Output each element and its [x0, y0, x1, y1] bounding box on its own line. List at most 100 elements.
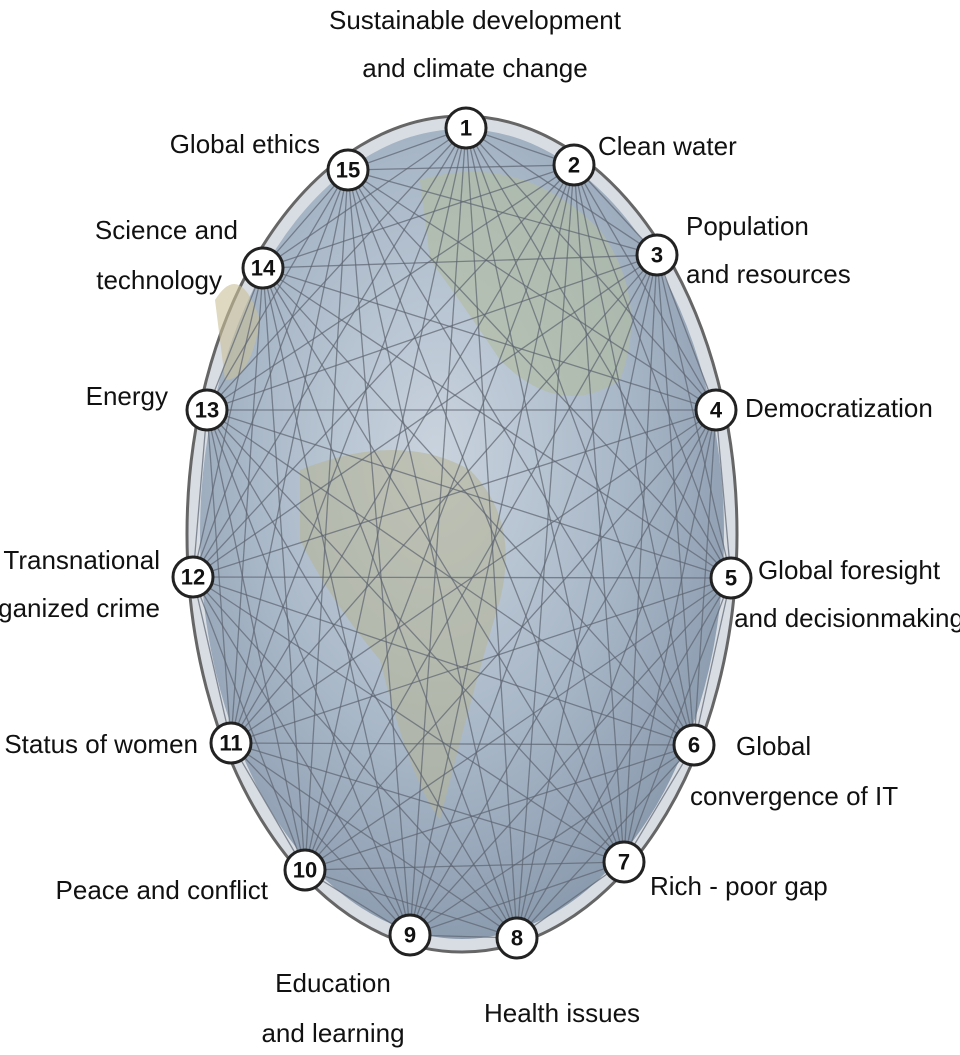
edge — [715, 409, 732, 579]
node-label: and decisionmaking — [734, 603, 960, 633]
node-number: 7 — [618, 850, 630, 875]
node-label: Health issues — [484, 998, 640, 1028]
node-number: 6 — [688, 733, 700, 758]
edge — [465, 127, 518, 939]
node — [171, 555, 215, 599]
edge — [516, 254, 658, 939]
nodes: 1 Sustainable development and climate chan… — [0, 5, 960, 1048]
edge — [192, 127, 467, 578]
edge — [230, 267, 264, 744]
edge — [206, 409, 306, 871]
edge — [230, 742, 625, 863]
edge — [192, 409, 717, 578]
edge — [192, 267, 264, 578]
node-label: and learning — [261, 1018, 404, 1048]
edge — [192, 576, 695, 746]
edge — [347, 169, 658, 256]
edge — [347, 164, 575, 171]
edge — [347, 169, 411, 936]
node-label: Education — [275, 968, 391, 998]
node — [602, 840, 646, 884]
edge — [262, 267, 411, 936]
edge — [573, 164, 732, 579]
node-label: Clean water — [598, 131, 737, 161]
edge — [656, 254, 695, 746]
edge — [206, 164, 575, 411]
edge — [573, 164, 695, 746]
edge — [409, 409, 717, 936]
node-label: Global ethics — [170, 129, 320, 159]
edge — [465, 127, 695, 746]
edge — [623, 409, 717, 863]
edge — [409, 861, 625, 936]
edge — [304, 409, 717, 871]
edge — [206, 409, 232, 744]
node — [495, 916, 539, 960]
edge — [516, 409, 717, 939]
edge — [347, 169, 518, 939]
node-label: Transnational — [3, 545, 160, 575]
edge — [192, 576, 411, 936]
node-number: 9 — [404, 923, 416, 948]
edge — [262, 169, 349, 269]
edge — [230, 742, 695, 746]
node-label: Sustainable development — [329, 5, 622, 35]
edge — [304, 861, 625, 871]
edge — [192, 576, 232, 744]
edge — [230, 254, 658, 744]
edge — [192, 409, 208, 578]
edge — [192, 576, 625, 863]
node-number: 8 — [511, 926, 523, 951]
node-number: 3 — [651, 243, 663, 268]
node — [241, 246, 285, 290]
node-number: 4 — [710, 398, 723, 423]
node-label: and resources — [686, 259, 851, 289]
node-label: Population — [686, 211, 809, 241]
node-label: Energy — [86, 381, 168, 411]
edge — [465, 127, 717, 411]
node-label: Peace and conflict — [56, 875, 269, 905]
edge — [262, 267, 732, 579]
edge — [304, 744, 695, 871]
node-number: 15 — [336, 158, 360, 183]
node-number: 14 — [251, 256, 276, 281]
edge — [347, 169, 695, 746]
edge — [262, 267, 625, 863]
node-number: 11 — [219, 731, 242, 756]
edge — [409, 577, 732, 936]
edge — [623, 744, 695, 863]
edge — [516, 861, 625, 939]
edge — [262, 267, 717, 411]
edge — [192, 254, 658, 578]
edge — [192, 164, 575, 578]
edge — [656, 254, 717, 411]
edge — [465, 127, 658, 256]
node — [552, 143, 596, 187]
edge — [206, 409, 518, 939]
edge — [623, 577, 732, 863]
node-number: 5 — [725, 566, 737, 591]
edge — [304, 869, 518, 939]
node — [694, 388, 738, 432]
node — [283, 848, 327, 892]
edge — [206, 409, 411, 936]
node — [635, 233, 679, 277]
edge — [230, 409, 717, 744]
node-label: Global — [736, 731, 811, 761]
edge — [230, 164, 575, 744]
node-label: Rich - poor gap — [650, 871, 828, 901]
node — [209, 721, 253, 765]
node-number: 12 — [181, 565, 205, 590]
edge — [262, 267, 306, 871]
node-label: convergence of IT — [690, 781, 898, 811]
node-label: organized crime — [0, 593, 160, 623]
node — [672, 723, 716, 767]
edge — [192, 576, 732, 579]
node-label: technology — [96, 265, 222, 295]
node — [185, 388, 229, 432]
edge — [347, 169, 732, 579]
edge — [693, 577, 732, 746]
node — [709, 556, 753, 600]
edge — [465, 127, 625, 863]
